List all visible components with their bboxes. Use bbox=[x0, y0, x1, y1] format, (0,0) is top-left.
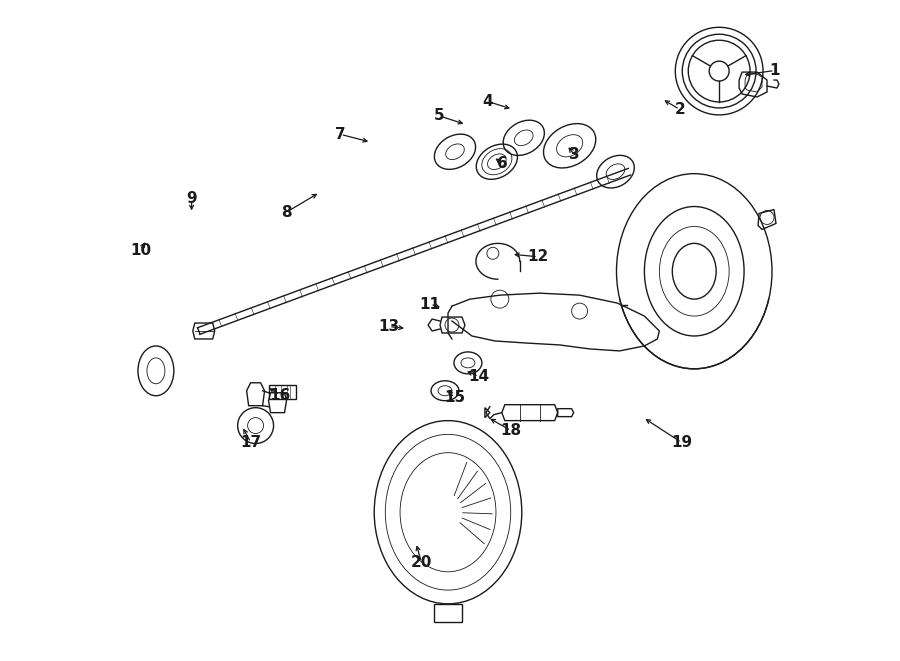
Text: 20: 20 bbox=[410, 555, 432, 570]
Text: 4: 4 bbox=[482, 94, 493, 109]
Text: 1: 1 bbox=[770, 63, 780, 78]
Text: 17: 17 bbox=[240, 435, 261, 450]
Text: 16: 16 bbox=[269, 387, 290, 403]
Text: 3: 3 bbox=[569, 147, 579, 161]
Text: 9: 9 bbox=[186, 191, 197, 206]
Text: 15: 15 bbox=[444, 390, 465, 405]
Text: 18: 18 bbox=[500, 423, 522, 438]
Text: 13: 13 bbox=[378, 319, 400, 334]
Text: 10: 10 bbox=[130, 243, 151, 258]
Text: 6: 6 bbox=[497, 156, 508, 171]
Text: 8: 8 bbox=[282, 204, 292, 219]
Text: 2: 2 bbox=[674, 102, 685, 117]
Text: 12: 12 bbox=[527, 249, 549, 264]
Text: 11: 11 bbox=[419, 297, 441, 312]
Text: 7: 7 bbox=[335, 127, 346, 142]
Text: 19: 19 bbox=[670, 435, 692, 450]
Text: 14: 14 bbox=[468, 369, 490, 384]
Text: 5: 5 bbox=[434, 108, 445, 124]
